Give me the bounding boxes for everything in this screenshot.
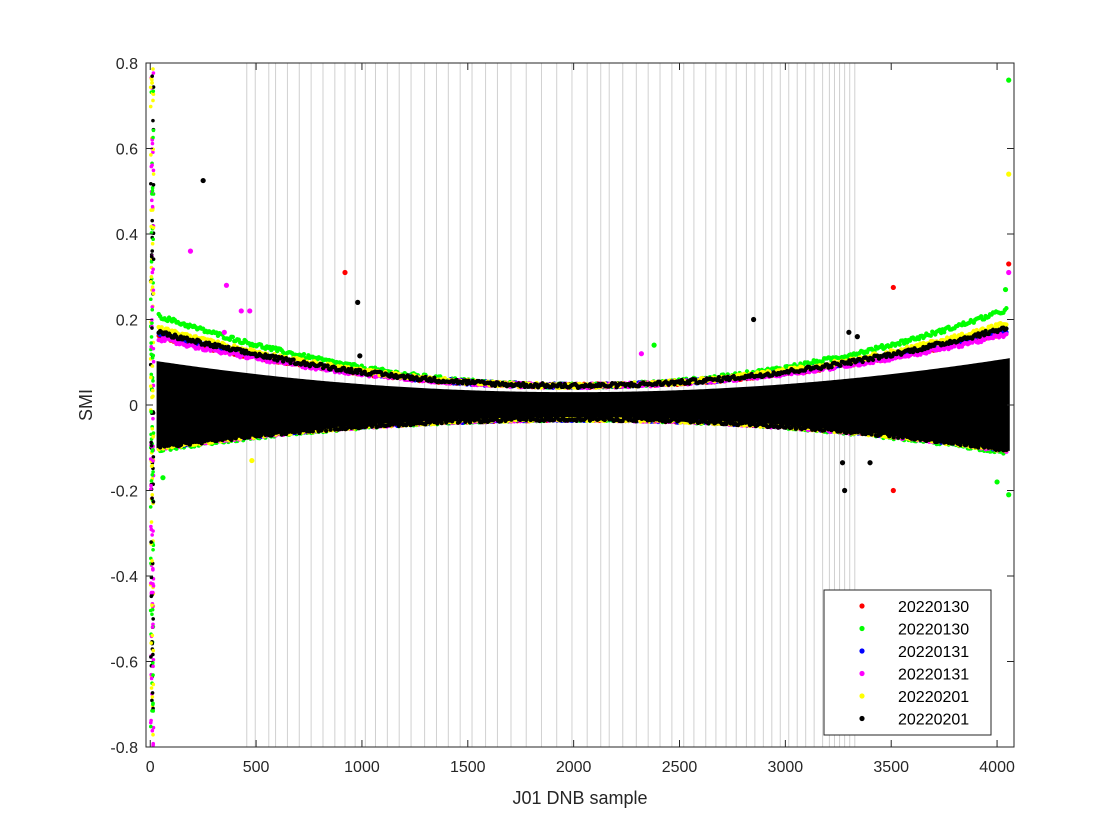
data-point — [941, 329, 947, 335]
data-point — [897, 342, 902, 347]
data-point — [159, 325, 164, 330]
data-point — [267, 360, 273, 365]
data-point — [215, 339, 221, 344]
data-point — [230, 334, 235, 340]
data-point — [1004, 306, 1009, 311]
data-point — [1004, 331, 1009, 337]
data-point — [928, 333, 933, 338]
data-point — [301, 351, 307, 357]
data-point — [879, 342, 885, 348]
data-points — [148, 67, 1012, 747]
